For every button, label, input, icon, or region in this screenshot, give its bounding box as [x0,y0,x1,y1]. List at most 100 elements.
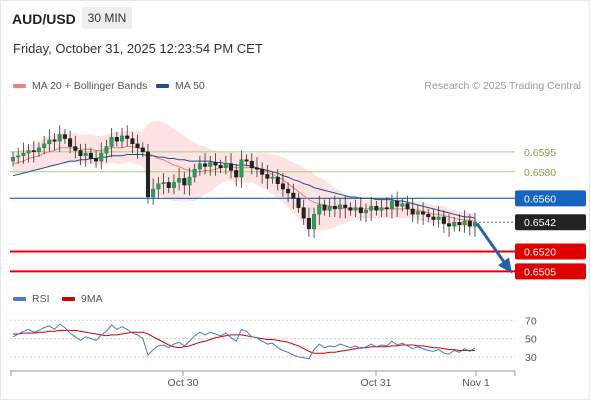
candle-body [187,176,192,186]
legend-swatch-bollinger [13,84,26,89]
candle-body [306,218,311,230]
current-price-tag [515,214,586,231]
legend-label-rsi: RSI [32,293,50,305]
candle-body [140,147,145,153]
candle-body [265,174,270,179]
candle-body [125,135,130,139]
candle-body [52,139,57,142]
legend-label-ma50: MA 50 [175,80,205,92]
candle-body [223,163,228,168]
current-price-label: 0.6542 [524,217,556,229]
candle-body [16,155,21,158]
legend-swatch-ma50 [156,84,169,89]
candle-body [161,182,166,184]
candle-body [42,143,47,149]
candle-body [291,192,296,199]
candle-body [260,168,265,175]
support-1-tag [515,243,586,260]
x-tick-label-2: Nov 1 [462,377,490,389]
candle-body [254,167,259,170]
candle-body [21,152,26,157]
candle-body [317,204,322,215]
support-2-tag [515,263,586,280]
forecast-arrow-head [498,257,512,274]
candle-body [389,200,394,210]
candle-body [192,168,197,178]
candle-body [166,182,171,188]
candle-body [332,206,337,210]
candle-body [270,176,275,179]
candle-body [203,163,208,167]
candle-body [312,214,317,230]
candle-body [467,220,472,227]
candle-body [374,206,379,211]
candle-body [384,207,389,210]
candle-body [229,163,234,171]
candle-body [249,160,254,168]
copyright-text: Research © 2025 Trading Central [424,80,581,92]
candle-body [431,216,436,220]
legend-swatch-rsi-ma [62,297,75,302]
datetime-label: Friday, October 31, 2025 12:23:54 PM CET [13,41,263,56]
candle-body [426,214,431,218]
resistance-1-label: 0.6580 [524,167,556,179]
legend-rsi: RSI [13,293,50,305]
candle-body [94,158,99,162]
candle-body [415,211,420,215]
candle-body [120,135,125,142]
candle-body [114,137,119,142]
candle-body [239,159,244,178]
candle-body [462,220,467,226]
support-1-label: 0.6520 [524,246,556,258]
candle-body [379,207,384,211]
candle-body [296,198,301,208]
candle-body [286,188,291,194]
resistance-2-label: 0.6595 [524,147,556,159]
symbol-title: AUD/USD [12,11,76,27]
candle-body [358,207,363,214]
candle-body [197,163,202,170]
candle-body [73,146,78,151]
bollinger-band [13,121,475,231]
candle-body [78,150,83,157]
candle-body [57,134,62,142]
rsi-line [12,323,476,360]
candle-body [327,206,332,211]
candle-body [213,162,218,166]
candle-body [369,206,374,211]
legend-ma50: MA 50 [156,80,205,92]
candle-body [322,204,327,211]
rsi-tick-70: 70 [525,315,537,327]
candle-body [405,203,410,210]
candle-body [156,183,161,190]
candle-body [452,222,457,227]
candle-body [218,164,223,168]
candle-body [421,211,426,215]
support-2-label: 0.6505 [524,266,556,278]
legend-bollinger: MA 20 + Bollinger Bands [13,80,147,92]
candle-body [244,159,249,162]
candle-body [301,207,306,219]
candle-body [145,151,150,198]
candle-body [338,204,343,210]
rsi-ma-line [13,329,475,354]
candle-body [10,156,15,162]
candle-body [62,134,67,139]
candle-body [130,138,135,145]
candle-body [436,216,441,220]
candle-body [177,178,182,183]
candle-body [26,150,31,154]
legend-swatch-rsi [13,297,26,302]
candle-body [275,176,280,184]
candle-body [395,200,400,207]
candle-body [47,139,52,145]
legend-rsi-ma: 9MA [62,293,103,305]
candle-body [280,183,285,190]
timeframe-button[interactable]: 30 MIN [82,7,132,29]
candle-body [441,216,446,224]
candle-body [88,152,93,159]
candle-body [234,170,239,178]
rsi-tick-30: 30 [525,352,537,364]
ma20-line [12,146,475,222]
